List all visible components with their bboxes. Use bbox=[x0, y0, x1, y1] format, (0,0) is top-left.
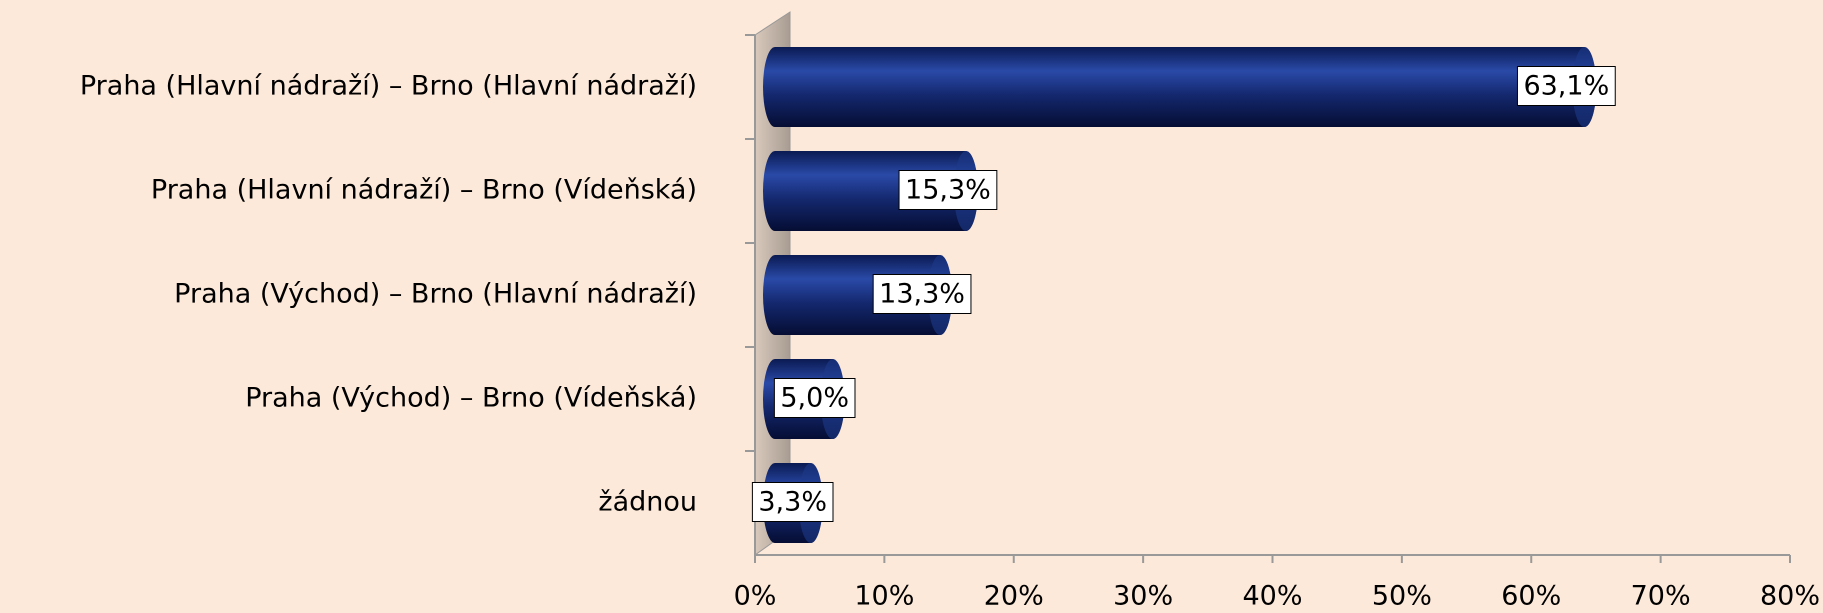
value-label-box bbox=[898, 170, 998, 210]
value-label: 15,3% bbox=[905, 175, 991, 206]
x-tick-label: 0% bbox=[734, 581, 777, 612]
category-label: Praha (Hlavní nádraží) – Brno (Vídeňská) bbox=[151, 175, 697, 206]
x-tick-label: 70% bbox=[1631, 581, 1691, 612]
x-tick-label: 40% bbox=[1242, 581, 1302, 612]
x-tick-label: 30% bbox=[1113, 581, 1173, 612]
value-label: 13,3% bbox=[879, 279, 965, 310]
category-label: Praha (Východ) – Brno (Hlavní nádraží) bbox=[174, 279, 697, 310]
category-label: Praha (Východ) – Brno (Vídeňská) bbox=[245, 383, 697, 414]
value-label: 3,3% bbox=[758, 487, 827, 518]
value-label: 63,1% bbox=[1523, 71, 1609, 102]
value-label-box bbox=[773, 378, 856, 418]
x-tick-label: 80% bbox=[1760, 581, 1820, 612]
x-tick-label: 50% bbox=[1372, 581, 1432, 612]
x-tick-label: 10% bbox=[854, 581, 914, 612]
x-tick-label: 20% bbox=[984, 581, 1044, 612]
category-label: Praha (Hlavní nádraží) – Brno (Hlavní ná… bbox=[80, 71, 697, 102]
value-label-box bbox=[872, 274, 972, 314]
category-label: žádnou bbox=[598, 487, 697, 518]
bar bbox=[763, 47, 1597, 127]
value-label-box bbox=[1516, 66, 1616, 106]
x-tick-label: 60% bbox=[1501, 581, 1561, 612]
value-label-box bbox=[751, 482, 834, 522]
value-label: 5,0% bbox=[780, 383, 849, 414]
